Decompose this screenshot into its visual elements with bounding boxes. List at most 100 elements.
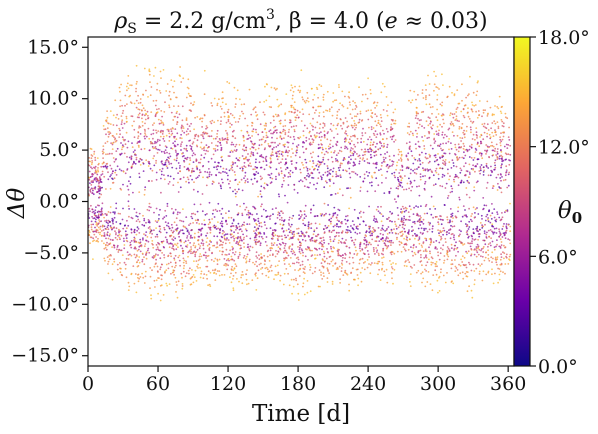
data-point [328, 147, 330, 150]
data-point [196, 116, 199, 118]
data-point [498, 273, 501, 276]
data-point [344, 137, 347, 140]
data-point [440, 237, 443, 240]
data-point [152, 137, 154, 140]
data-point [146, 110, 149, 113]
data-point [464, 223, 467, 225]
data-point [139, 133, 142, 135]
data-point [97, 210, 100, 213]
data-point [382, 138, 384, 141]
data-point [297, 227, 300, 230]
data-point [119, 99, 122, 102]
data-point [176, 121, 179, 124]
data-point [431, 230, 434, 233]
data-point [168, 94, 171, 97]
data-point [229, 228, 232, 231]
data-point [385, 237, 388, 240]
data-point [179, 186, 182, 189]
data-point [271, 151, 274, 154]
data-point [92, 189, 94, 192]
data-point [195, 177, 198, 180]
data-point [344, 218, 347, 221]
data-point [316, 215, 319, 217]
data-point [379, 133, 382, 136]
data-point [185, 260, 187, 263]
data-point [453, 238, 456, 241]
data-point [468, 220, 471, 223]
data-point [280, 103, 283, 106]
data-point [395, 168, 397, 171]
data-point [327, 204, 329, 206]
data-point [128, 193, 130, 196]
data-point [92, 173, 95, 176]
data-point [259, 193, 262, 196]
data-point [190, 171, 193, 174]
data-point [465, 130, 468, 132]
data-point [488, 259, 491, 262]
data-point [377, 148, 380, 151]
data-point [166, 128, 169, 131]
data-point [313, 183, 315, 186]
data-point [367, 175, 369, 177]
data-point [347, 187, 350, 190]
data-point [256, 118, 259, 121]
data-point [134, 246, 137, 249]
data-point [123, 240, 125, 243]
data-point [100, 230, 103, 232]
data-point [424, 248, 427, 251]
data-point [202, 247, 205, 250]
data-point [507, 184, 510, 187]
data-point [173, 80, 176, 82]
data-point [168, 90, 171, 93]
data-point [253, 226, 256, 229]
data-point [332, 214, 335, 217]
data-point [176, 153, 179, 156]
data-point [299, 111, 301, 114]
data-point [280, 210, 283, 213]
data-point [213, 260, 215, 263]
data-point [415, 246, 418, 248]
data-point [199, 266, 202, 269]
data-point [274, 88, 277, 91]
data-point [129, 241, 132, 244]
data-point [148, 70, 151, 72]
data-point [144, 109, 147, 112]
data-point [312, 177, 315, 179]
data-point [214, 226, 217, 229]
data-point [417, 239, 420, 242]
data-point [468, 93, 470, 95]
data-point [380, 125, 382, 128]
data-point [477, 80, 479, 82]
data-point [219, 172, 222, 174]
data-point [102, 224, 104, 227]
data-point [160, 119, 162, 122]
data-point [209, 226, 212, 229]
data-point [367, 138, 369, 141]
data-point [328, 178, 331, 181]
data-point [413, 206, 415, 209]
data-point [239, 115, 242, 117]
data-point [103, 257, 106, 260]
data-point [254, 236, 257, 239]
data-point [93, 150, 96, 153]
data-point [390, 244, 392, 247]
data-point [161, 133, 164, 135]
data-point [280, 172, 283, 175]
data-point [461, 255, 464, 258]
data-point [103, 225, 106, 228]
data-point [501, 155, 504, 158]
data-point [95, 236, 97, 238]
data-point [283, 272, 286, 275]
data-point [115, 227, 118, 230]
data-point [366, 158, 369, 161]
data-point [403, 237, 405, 240]
data-point [381, 162, 383, 164]
data-point [92, 223, 94, 226]
data-point [329, 146, 332, 149]
data-point [270, 269, 273, 272]
data-point [409, 172, 412, 175]
data-point [332, 170, 334, 173]
data-point [296, 283, 299, 286]
data-point [500, 154, 502, 157]
data-point [401, 177, 404, 180]
